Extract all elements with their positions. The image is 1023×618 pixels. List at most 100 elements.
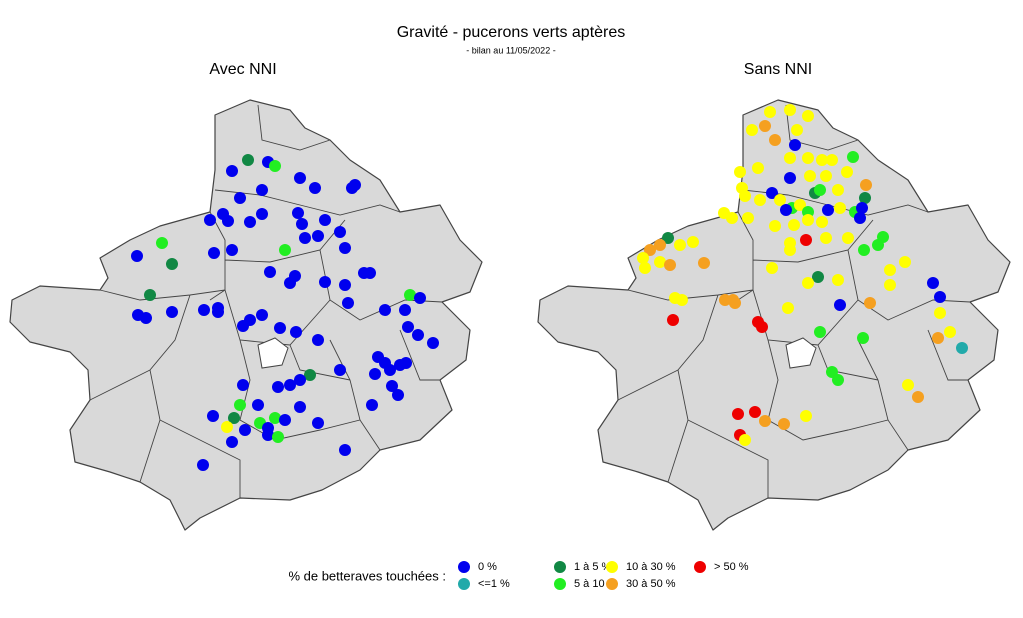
legend-title: % de betteraves touchées :: [288, 568, 446, 583]
survey-point: [402, 321, 414, 333]
survey-point: [812, 271, 824, 283]
survey-point: [667, 314, 679, 326]
survey-point: [820, 170, 832, 182]
survey-point: [784, 172, 796, 184]
survey-point: [312, 230, 324, 242]
survey-point: [204, 214, 216, 226]
survey-point: [832, 274, 844, 286]
survey-point: [932, 332, 944, 344]
survey-point: [272, 431, 284, 443]
survey-point: [858, 244, 870, 256]
legend-label: 0 %: [478, 561, 497, 573]
survey-point: [802, 110, 814, 122]
survey-point: [269, 160, 281, 172]
survey-point: [364, 267, 376, 279]
survey-point: [226, 436, 238, 448]
survey-point: [664, 259, 676, 271]
survey-point: [742, 212, 754, 224]
survey-point: [234, 192, 246, 204]
survey-point: [339, 279, 351, 291]
survey-point: [884, 264, 896, 276]
survey-point: [427, 337, 439, 349]
survey-point: [342, 297, 354, 309]
survey-point: [902, 379, 914, 391]
survey-point: [676, 294, 688, 306]
survey-point: [816, 154, 828, 166]
survey-point: [769, 220, 781, 232]
survey-point: [334, 364, 346, 376]
subtitle: - bilan au 11/05/2022 -: [466, 45, 555, 55]
survey-point: [294, 374, 306, 386]
survey-point: [791, 124, 803, 136]
survey-point: [404, 289, 416, 301]
survey-point: [784, 244, 796, 256]
survey-point: [927, 277, 939, 289]
survey-point: [766, 187, 778, 199]
survey-point: [244, 314, 256, 326]
survey-point: [834, 202, 846, 214]
survey-point: [256, 208, 268, 220]
survey-point: [956, 342, 968, 354]
survey-point: [166, 258, 178, 270]
survey-point: [800, 234, 812, 246]
survey-point: [662, 232, 674, 244]
survey-point: [166, 306, 178, 318]
survey-point: [399, 304, 411, 316]
survey-point: [769, 134, 781, 146]
survey-point: [860, 179, 872, 191]
survey-point: [749, 406, 761, 418]
survey-point: [814, 184, 826, 196]
survey-point: [739, 434, 751, 446]
survey-point: [156, 237, 168, 249]
survey-point: [654, 256, 666, 268]
survey-point: [312, 334, 324, 346]
survey-point: [299, 232, 311, 244]
survey-point: [816, 216, 828, 228]
title: Gravité - pucerons verts aptères: [397, 24, 626, 41]
survey-point: [800, 410, 812, 422]
survey-point: [392, 389, 404, 401]
survey-point: [294, 172, 306, 184]
survey-point: [802, 152, 814, 164]
legend-label: 5 à 10 %: [574, 578, 618, 590]
survey-point: [774, 194, 786, 206]
survey-point: [244, 216, 256, 228]
survey-point: [841, 166, 853, 178]
survey-point: [826, 154, 838, 166]
survey-point: [369, 368, 381, 380]
survey-point: [197, 459, 209, 471]
survey-point: [847, 151, 859, 163]
survey-point: [789, 139, 801, 151]
survey-point: [400, 357, 412, 369]
survey-point: [309, 182, 321, 194]
survey-point: [872, 239, 884, 251]
survey-point: [208, 247, 220, 259]
legend-label: > 50 %: [714, 561, 749, 573]
survey-point: [639, 262, 651, 274]
survey-point: [856, 202, 868, 214]
survey-point: [822, 204, 834, 216]
survey-point: [334, 226, 346, 238]
survey-point: [144, 289, 156, 301]
survey-point: [754, 194, 766, 206]
survey-point: [294, 401, 306, 413]
legend-swatch: [606, 561, 618, 573]
survey-point: [269, 412, 281, 424]
survey-point: [262, 429, 274, 441]
survey-point: [899, 256, 911, 268]
survey-point: [814, 326, 826, 338]
survey-point: [242, 154, 254, 166]
survey-point: [756, 321, 768, 333]
survey-point: [857, 332, 869, 344]
survey-point: [859, 192, 871, 204]
survey-point: [312, 417, 324, 429]
map-title: Sans NNI: [744, 61, 812, 78]
survey-point: [644, 244, 656, 256]
survey-point: [346, 182, 358, 194]
survey-point: [239, 424, 251, 436]
survey-point: [319, 276, 331, 288]
survey-point: [759, 415, 771, 427]
survey-point: [279, 244, 291, 256]
survey-point: [778, 418, 790, 430]
